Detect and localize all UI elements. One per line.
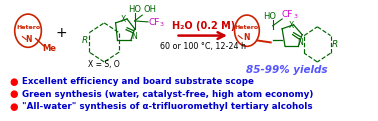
Text: 3: 3 <box>294 14 297 19</box>
Text: Hetero: Hetero <box>16 25 40 30</box>
Text: Excellent efficiency and board substrate scope: Excellent efficiency and board substrate… <box>22 77 254 86</box>
Text: ●: ● <box>9 76 18 87</box>
Text: 60 or 100 °C, 12-24 h: 60 or 100 °C, 12-24 h <box>160 42 246 51</box>
Text: HO: HO <box>263 11 276 21</box>
Text: N: N <box>131 32 136 41</box>
Text: X = S, O: X = S, O <box>88 60 120 69</box>
Text: CF: CF <box>281 10 293 19</box>
Text: Green synthesis (water, catalyst-free, high atom economy): Green synthesis (water, catalyst-free, h… <box>22 90 314 99</box>
Text: CF: CF <box>149 18 160 27</box>
Text: +: + <box>56 26 67 40</box>
Text: OH: OH <box>143 5 156 14</box>
Text: ●: ● <box>9 102 18 112</box>
Text: N: N <box>244 33 250 42</box>
Text: 85-99% yields: 85-99% yields <box>246 65 328 75</box>
Text: "All-water" synthesis of α-trifluoromethyl tertiary alcohols: "All-water" synthesis of α-trifluorometh… <box>22 102 313 111</box>
Text: H₂O (0.2 M): H₂O (0.2 M) <box>172 21 235 31</box>
Text: R: R <box>82 36 88 45</box>
Text: Me: Me <box>42 44 56 53</box>
Text: R: R <box>332 40 338 49</box>
Text: HO: HO <box>128 5 141 14</box>
Text: X: X <box>121 15 126 24</box>
Text: ●: ● <box>9 89 18 99</box>
Text: X: X <box>289 21 294 30</box>
Text: Hetero: Hetero <box>235 25 259 30</box>
Text: N: N <box>25 35 31 44</box>
Text: 3: 3 <box>160 22 163 27</box>
Text: N: N <box>297 38 303 47</box>
